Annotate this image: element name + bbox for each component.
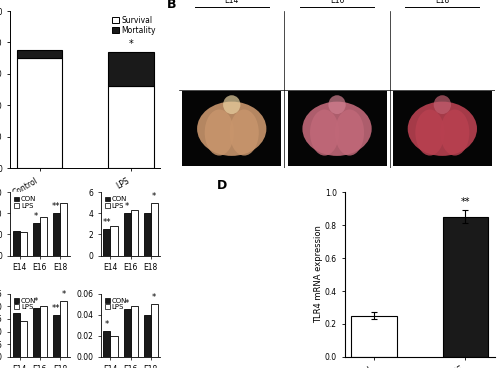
- Ellipse shape: [434, 95, 451, 114]
- Text: E14: E14: [224, 0, 239, 5]
- Ellipse shape: [197, 180, 266, 234]
- Legend: CON, LPS: CON, LPS: [14, 297, 37, 311]
- Legend: CON, LPS: CON, LPS: [104, 196, 128, 209]
- Bar: [33, 223, 40, 255]
- Bar: [40, 306, 47, 357]
- Ellipse shape: [416, 109, 444, 156]
- Bar: [17, 50, 62, 58]
- Text: *: *: [125, 298, 129, 308]
- Ellipse shape: [416, 188, 444, 234]
- Text: *: *: [128, 39, 133, 50]
- Ellipse shape: [204, 109, 234, 156]
- Bar: [150, 304, 158, 357]
- Text: D: D: [216, 179, 227, 192]
- Bar: [182, 91, 281, 166]
- Bar: [130, 306, 138, 357]
- Ellipse shape: [310, 188, 339, 234]
- Bar: [144, 315, 150, 357]
- Text: **: **: [460, 197, 470, 207]
- Bar: [393, 91, 492, 166]
- Text: *: *: [34, 297, 38, 305]
- Y-axis label: TLR4 mRNA expression: TLR4 mRNA expression: [314, 226, 324, 323]
- Ellipse shape: [408, 180, 477, 234]
- Ellipse shape: [408, 102, 477, 156]
- Ellipse shape: [440, 188, 470, 234]
- Bar: [108, 52, 154, 86]
- Text: *: *: [125, 202, 129, 211]
- Ellipse shape: [204, 188, 234, 234]
- Ellipse shape: [197, 102, 266, 156]
- Bar: [17, 58, 62, 168]
- Ellipse shape: [328, 174, 345, 192]
- Bar: [110, 336, 117, 357]
- Text: *: *: [105, 320, 109, 329]
- Text: E18: E18: [435, 0, 450, 5]
- Bar: [150, 203, 158, 255]
- Bar: [53, 315, 60, 357]
- Bar: [20, 322, 27, 357]
- Ellipse shape: [230, 188, 259, 234]
- Ellipse shape: [223, 174, 240, 192]
- Text: **: **: [52, 304, 60, 313]
- Ellipse shape: [310, 109, 339, 156]
- Bar: [124, 309, 130, 357]
- Bar: [393, 170, 492, 245]
- Bar: [104, 229, 110, 255]
- Ellipse shape: [335, 188, 364, 234]
- Bar: [12, 312, 20, 357]
- Ellipse shape: [302, 102, 372, 156]
- Bar: [124, 213, 130, 255]
- Ellipse shape: [328, 95, 345, 114]
- Bar: [20, 232, 27, 255]
- Bar: [144, 213, 150, 255]
- Text: *: *: [152, 192, 156, 201]
- Text: *: *: [14, 302, 18, 311]
- Ellipse shape: [335, 109, 364, 156]
- Bar: [288, 170, 386, 245]
- Text: B: B: [166, 0, 176, 11]
- Legend: Survival, Mortality: Survival, Mortality: [112, 15, 156, 36]
- Bar: [53, 213, 60, 255]
- Legend: CON, LPS: CON, LPS: [104, 297, 128, 311]
- Bar: [352, 316, 397, 357]
- Bar: [288, 91, 386, 166]
- Text: *: *: [62, 290, 66, 299]
- Ellipse shape: [302, 180, 372, 234]
- Bar: [110, 226, 117, 255]
- Bar: [442, 217, 488, 357]
- Text: **: **: [102, 218, 111, 227]
- Bar: [12, 231, 20, 255]
- Ellipse shape: [440, 109, 470, 156]
- Bar: [108, 86, 154, 168]
- Bar: [60, 301, 67, 357]
- Ellipse shape: [434, 174, 451, 192]
- Ellipse shape: [230, 109, 259, 156]
- Bar: [130, 210, 138, 255]
- Text: *: *: [34, 212, 38, 221]
- Bar: [40, 217, 47, 255]
- Bar: [33, 308, 40, 357]
- Text: E16: E16: [330, 0, 344, 5]
- Ellipse shape: [223, 95, 240, 114]
- Bar: [60, 203, 67, 255]
- Bar: [104, 330, 110, 357]
- Text: *: *: [152, 293, 156, 302]
- Text: **: **: [52, 202, 60, 211]
- Legend: CON, LPS: CON, LPS: [14, 196, 37, 209]
- Bar: [182, 170, 281, 245]
